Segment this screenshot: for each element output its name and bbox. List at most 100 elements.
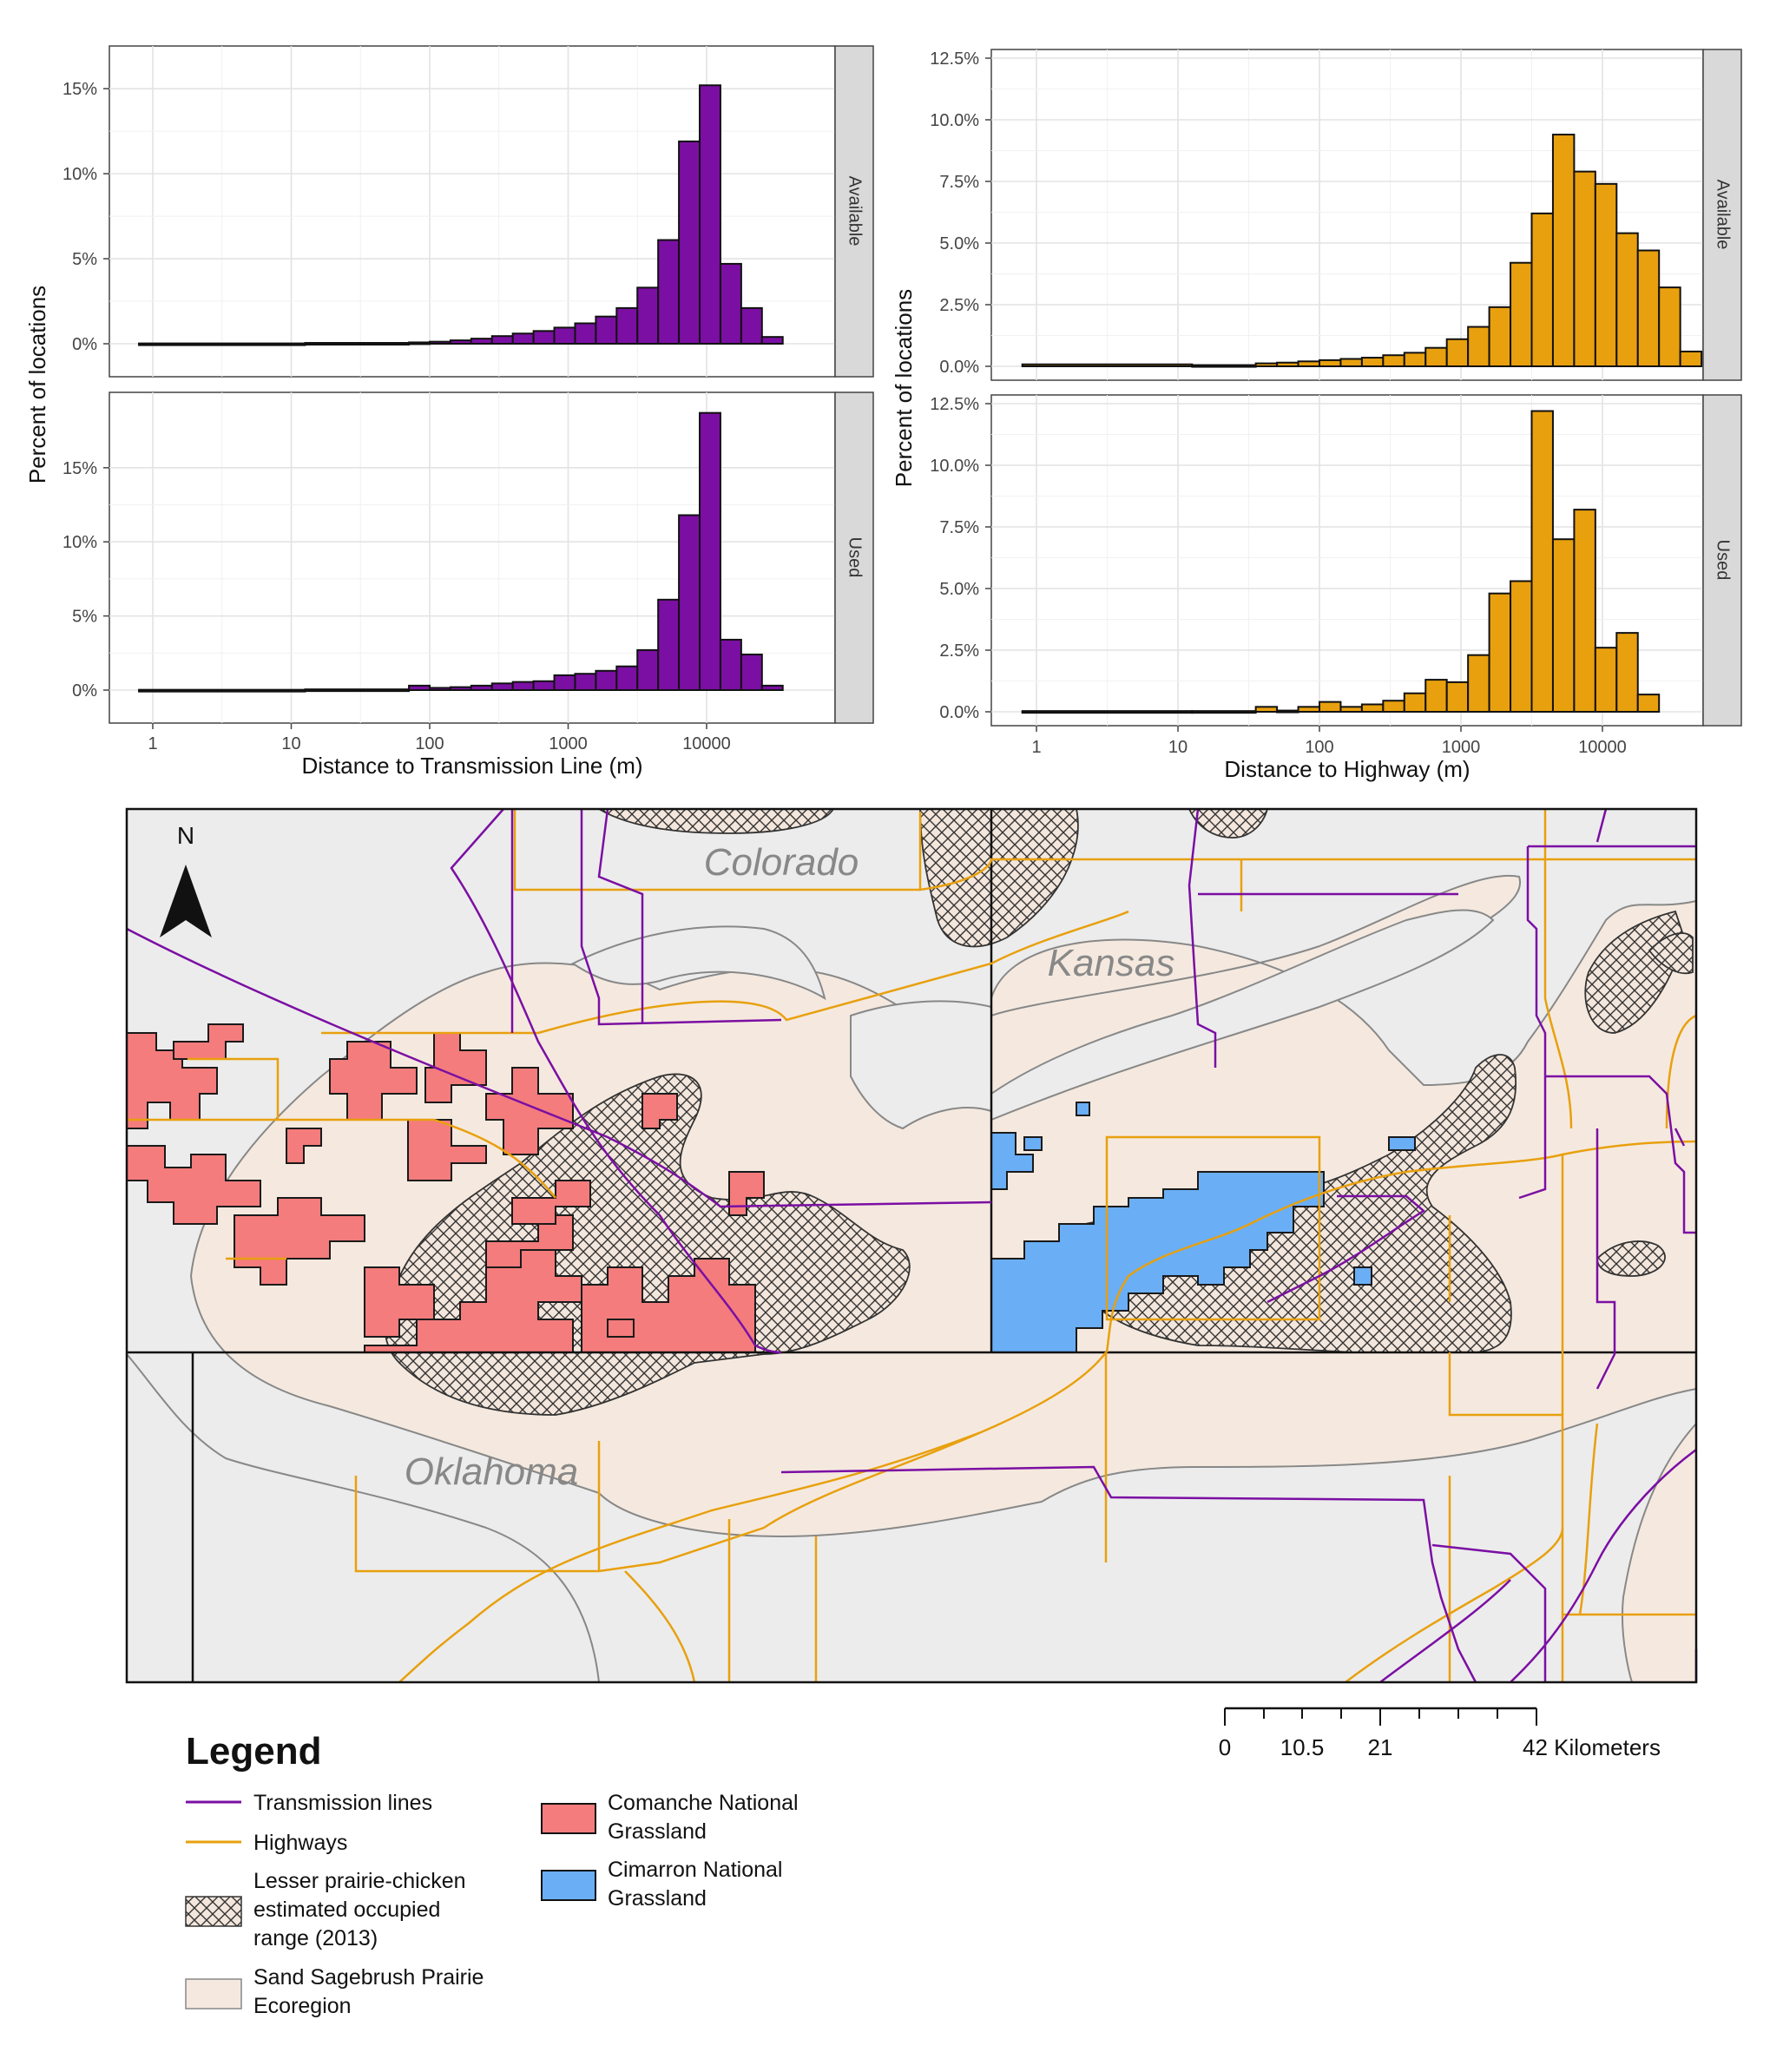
y-tick-label: 0% bbox=[72, 681, 97, 701]
bars bbox=[138, 411, 784, 693]
highway-12 bbox=[398, 1431, 982, 1683]
histogram-bar bbox=[1658, 286, 1681, 367]
histogram-bar bbox=[138, 342, 306, 346]
strip-label: Available bbox=[845, 176, 865, 247]
highway-7 bbox=[1105, 1140, 1697, 1353]
cimarron-north-2 bbox=[1023, 1136, 1043, 1151]
y-tick-label: 10.0% bbox=[930, 111, 979, 130]
highway-3 bbox=[321, 910, 1129, 1035]
histogram-bar bbox=[1297, 706, 1321, 714]
legend-line: Highways bbox=[253, 1831, 347, 1855]
transmission-9 bbox=[1518, 846, 1547, 1200]
histogram-transmission: 0% 5% 10% 15% Available 0% 5% 10% 15% Used 1 10… bbox=[24, 45, 874, 779]
histogram-bar bbox=[1021, 363, 1194, 367]
histogram-bar bbox=[1636, 694, 1661, 713]
cimarron-east-1 bbox=[1353, 1266, 1372, 1286]
highway-8 bbox=[1105, 1135, 1321, 1321]
cimarron-main bbox=[990, 1171, 1325, 1353]
inlet-kansas-east bbox=[990, 909, 1495, 1122]
y-tick-label: 5% bbox=[72, 250, 97, 269]
histogram-bar bbox=[1360, 357, 1385, 367]
histogram-bar bbox=[615, 665, 639, 692]
strip-label: Available bbox=[1714, 180, 1733, 250]
histogram-highway: 0.0%2.5%5.0%7.5%10.0%12.5% Available 0.0… bbox=[891, 49, 1742, 782]
y-tick-label: 2.5% bbox=[939, 296, 979, 315]
highway-25 bbox=[1578, 1423, 1599, 1615]
comanche-block-16 bbox=[286, 1128, 322, 1164]
histogram-bar bbox=[408, 341, 431, 345]
highway-24 bbox=[1665, 1014, 1697, 1129]
histogram-bar bbox=[760, 336, 784, 345]
histogram-bar bbox=[1319, 358, 1342, 367]
scale-bar-ticks bbox=[1224, 1708, 1537, 1726]
range-kansas-east-3 bbox=[1596, 1240, 1666, 1277]
histogram-bar bbox=[511, 681, 535, 691]
histogram-bar bbox=[1276, 709, 1299, 714]
histogram-bar bbox=[636, 648, 660, 692]
y-tick-label: 7.5% bbox=[939, 518, 979, 537]
highway-4 bbox=[127, 1118, 556, 1199]
legend-label-highways: Highways bbox=[253, 1831, 347, 1855]
histogram-bar bbox=[699, 84, 721, 345]
legend-line: Cimarron National bbox=[608, 1858, 782, 1882]
histogram-bar bbox=[1530, 410, 1554, 713]
scale-bar: 0 10.5 21 42 Kilometers bbox=[1219, 1707, 1661, 1760]
histogram-bar bbox=[719, 262, 742, 345]
bars bbox=[1021, 134, 1703, 368]
x-tick-label: 100 bbox=[415, 734, 444, 753]
histogram-bar bbox=[657, 239, 681, 345]
histogram-bar bbox=[1488, 592, 1512, 713]
histogram-bar bbox=[1382, 700, 1405, 713]
histogram-bar bbox=[678, 514, 701, 691]
x-tick-label: 1 bbox=[1031, 738, 1041, 757]
histogram-bar bbox=[1403, 692, 1427, 714]
cimarron-east-2 bbox=[1388, 1136, 1416, 1151]
highway-5 bbox=[188, 1057, 280, 1120]
histogram-bar bbox=[1510, 580, 1533, 713]
histogram-bar bbox=[511, 332, 535, 345]
legend-label-cimarron: Cimarron National Grassland bbox=[608, 1858, 788, 1911]
histogram-bar bbox=[470, 338, 493, 345]
histogram-bar bbox=[553, 674, 576, 692]
y-tick-label: 10% bbox=[63, 165, 97, 184]
histogram-bar bbox=[1403, 352, 1427, 368]
histogram-bar bbox=[138, 688, 306, 693]
x-tick-labels: 1 10 100 1000 10000 bbox=[148, 723, 731, 753]
map-frame bbox=[125, 807, 1698, 1684]
facet-used: 0.0% 2.5% 5.0% 7.5% 10.0% 12.5% Used bbox=[930, 394, 1742, 727]
transmission-14 bbox=[1674, 1128, 1686, 1147]
scale-label-0: 0 bbox=[1219, 1734, 1231, 1760]
comanche-block-12 bbox=[607, 1319, 635, 1338]
y-tick-labels: 0% 5% 10% 15% bbox=[63, 459, 109, 701]
highway-1 bbox=[513, 809, 920, 891]
histogram-bar bbox=[1254, 362, 1279, 368]
transmission-18 bbox=[1379, 1579, 1511, 1683]
histogram-bar bbox=[1530, 212, 1554, 367]
highway-11 bbox=[354, 1352, 1107, 1573]
x-tick-label: 100 bbox=[1305, 738, 1333, 757]
legend-label-occupied-range: Lesser prairie-chicken estimated occupie… bbox=[253, 1869, 472, 1950]
y-tick-label: 0% bbox=[72, 335, 97, 354]
ecoregion-southeast bbox=[1622, 1421, 1697, 1683]
histogram-bar bbox=[760, 684, 784, 692]
histogram-bar bbox=[1594, 647, 1618, 713]
transmission-5 bbox=[597, 808, 644, 1024]
y-axis-label: Percent of locations bbox=[891, 289, 917, 487]
x-tick-label: 10000 bbox=[682, 734, 731, 753]
transmission-16 bbox=[1431, 1543, 1547, 1682]
histogram-bar bbox=[490, 335, 514, 345]
histogram-bar bbox=[1191, 710, 1257, 714]
histogram-bar bbox=[1467, 654, 1490, 713]
legend-title: Legend bbox=[186, 1730, 321, 1773]
histogram-bar bbox=[490, 682, 514, 691]
y-tick-labels: 0.0% 2.5% 5.0% 7.5% 10.0% 12.5% bbox=[930, 49, 991, 377]
strip-background bbox=[834, 391, 874, 724]
histogram-bar bbox=[1191, 364, 1257, 368]
histogram-bar bbox=[678, 140, 701, 345]
histogram-bar bbox=[699, 411, 721, 691]
state-label-kansas: Kansas bbox=[1048, 942, 1175, 984]
state-borders bbox=[127, 809, 1696, 1682]
y-tick-label: 5.0% bbox=[939, 234, 979, 253]
y-tick-label: 10% bbox=[63, 533, 97, 552]
state-label-colorado: Colorado bbox=[704, 841, 859, 884]
